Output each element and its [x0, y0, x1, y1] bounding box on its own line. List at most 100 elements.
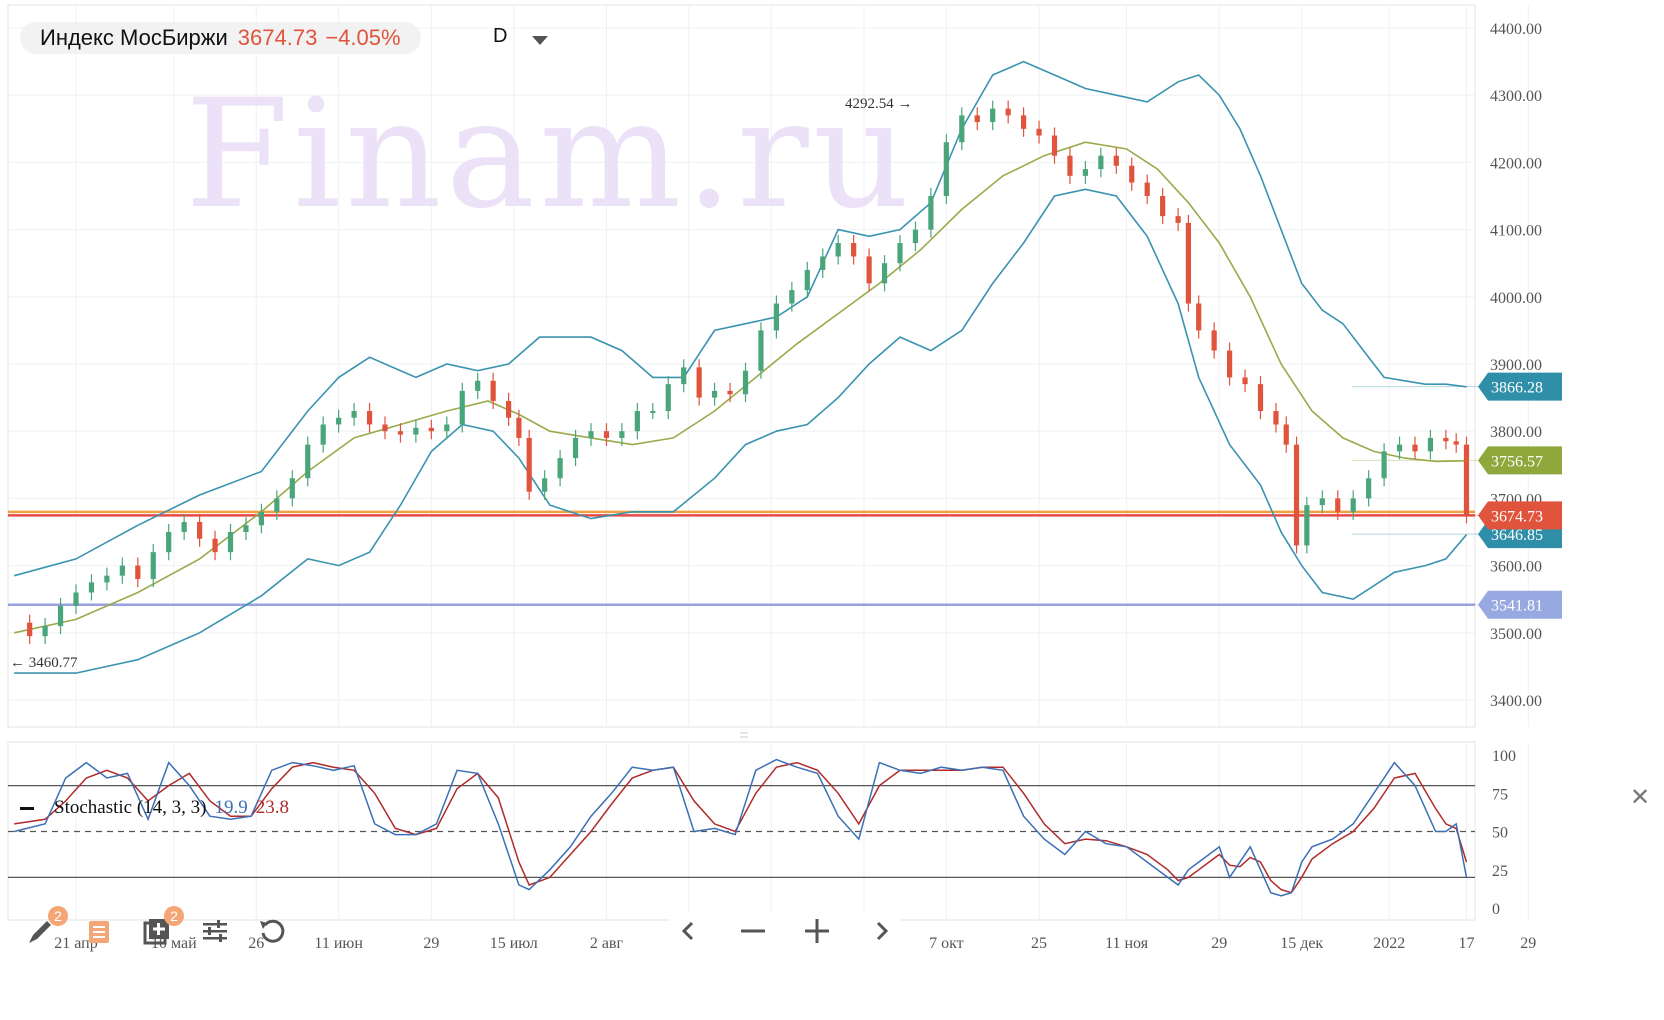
candle-body: [1005, 108, 1011, 116]
candle-body: [1427, 437, 1434, 452]
osc-tick-label: 100: [1492, 748, 1516, 765]
time-tick-label: 25: [1031, 935, 1047, 952]
price-badge: [1478, 590, 1562, 619]
candle-body: [1067, 155, 1073, 176]
candle-body: [758, 330, 764, 371]
price-tick-label: 4100.00: [1490, 223, 1542, 240]
list-tool-button[interactable]: [80, 912, 118, 950]
candle-body: [382, 424, 388, 432]
candle-body: [305, 444, 311, 479]
candle-body: [57, 605, 64, 627]
candle-body: [1036, 128, 1042, 136]
stochastic-legend: Stochastic (14, 3, 3) 19.9 23.8: [20, 797, 289, 819]
time-tick-label: 15 дек: [1280, 935, 1323, 952]
annotations: 4292.54 → ← 3460.77: [10, 96, 913, 671]
price-badge-label: 3646.85: [1491, 527, 1543, 544]
close-indicator-icon[interactable]: ✕: [1630, 783, 1651, 811]
scroll-right-button[interactable]: [862, 912, 900, 950]
interval-selector[interactable]: D: [493, 25, 508, 47]
list-icon: [89, 921, 109, 943]
interval-dropdown-icon[interactable]: [532, 36, 548, 45]
plus-icon: [805, 919, 829, 943]
stochastic-d-value: 23.8: [255, 797, 290, 818]
time-tick-label: 29: [1520, 935, 1536, 952]
candle-body: [696, 367, 702, 398]
candle-body: [27, 622, 33, 637]
scroll-left-button[interactable]: [670, 912, 708, 950]
candle-body: [1242, 377, 1248, 385]
price-badge: [1478, 446, 1562, 475]
candle-body: [150, 552, 156, 580]
reset-button[interactable]: [254, 912, 292, 950]
candle-body: [851, 243, 857, 257]
price-badge: [1478, 372, 1562, 401]
candle-body: [974, 115, 980, 123]
candle-body: [413, 427, 419, 435]
osc-tick-label: 75: [1492, 786, 1508, 803]
settings-button[interactable]: [196, 912, 234, 950]
add-layer-icon: [143, 919, 169, 945]
candle-body: [289, 478, 295, 499]
stochastic-panel: 100 75 50 25 0: [8, 748, 1516, 918]
price-tick-label: 4300.00: [1490, 88, 1542, 105]
candle-body: [912, 229, 919, 244]
candle-body: [243, 525, 249, 532]
price-tick-label: 3400.00: [1490, 693, 1542, 710]
indicators-count-badge: 2: [164, 906, 184, 926]
candle-body: [820, 256, 826, 270]
price-tick-label: 3800.00: [1490, 424, 1542, 441]
candle-body: [634, 411, 640, 432]
candle-body: [1082, 169, 1088, 176]
candle-body: [1335, 498, 1341, 512]
high-annotation: 4292.54 →: [845, 96, 913, 112]
candle-body: [320, 424, 326, 445]
zoom-in-button[interactable]: [798, 912, 836, 950]
candle-body: [135, 565, 141, 580]
candle-body: [490, 380, 496, 401]
candle-body: [1021, 115, 1027, 129]
candle-body: [943, 142, 949, 196]
candle-body: [166, 532, 172, 553]
candle-body: [789, 290, 795, 304]
price-panel-frame: [7, 4, 1476, 728]
pencil-tool-button[interactable]: 2: [22, 906, 68, 950]
candle-body: [603, 431, 610, 438]
candle-body: [650, 411, 656, 414]
bollinger-upper-line: [13, 60, 1467, 577]
stochastic-toggle-icon[interactable]: [20, 806, 34, 810]
candle-body: [1453, 441, 1459, 445]
time-tick-label: 11 ноя: [1105, 935, 1149, 952]
candle-body: [1144, 182, 1150, 196]
instrument-title[interactable]: Индекс МосБиржи 3674.73 −4.05%: [20, 22, 421, 54]
candle-body: [542, 478, 548, 492]
price-badge-label: 3674.73: [1491, 508, 1543, 525]
candle-body: [773, 303, 779, 331]
candle-body: [1113, 155, 1119, 166]
undo-icon: [260, 919, 285, 943]
candle-body: [665, 384, 671, 412]
candle-body: [897, 243, 903, 264]
price-tick-label: 4000.00: [1490, 290, 1542, 307]
zoom-out-button[interactable]: [734, 912, 772, 950]
price-badges: 3866.28 3756.57 3646.85 3674.73 3541.81: [1352, 372, 1562, 619]
time-tick-label: 21 апр: [54, 935, 97, 952]
candle-body: [712, 390, 718, 398]
instrument-name: Индекс МосБиржи: [40, 25, 228, 50]
stochastic-d-line: [14, 761, 1468, 894]
minus-icon: [741, 929, 765, 933]
candle-body: [104, 575, 110, 583]
candle-body: [88, 582, 95, 593]
candle-body: [1098, 155, 1104, 170]
add-indicator-button[interactable]: 2: [138, 906, 184, 950]
candle-body: [1366, 478, 1372, 499]
time-tick-label: 17: [1459, 935, 1475, 952]
candle-body: [366, 411, 373, 425]
time-tick-label: 26: [248, 935, 264, 952]
candle-body: [1396, 444, 1403, 452]
time-tick-label: 29: [423, 935, 439, 952]
bollinger-bands: [13, 60, 1468, 674]
candle-body: [1185, 222, 1191, 304]
candle-body: [274, 498, 280, 512]
drawing-toolbar: 2 2: [22, 906, 292, 950]
candle-body: [557, 458, 563, 479]
